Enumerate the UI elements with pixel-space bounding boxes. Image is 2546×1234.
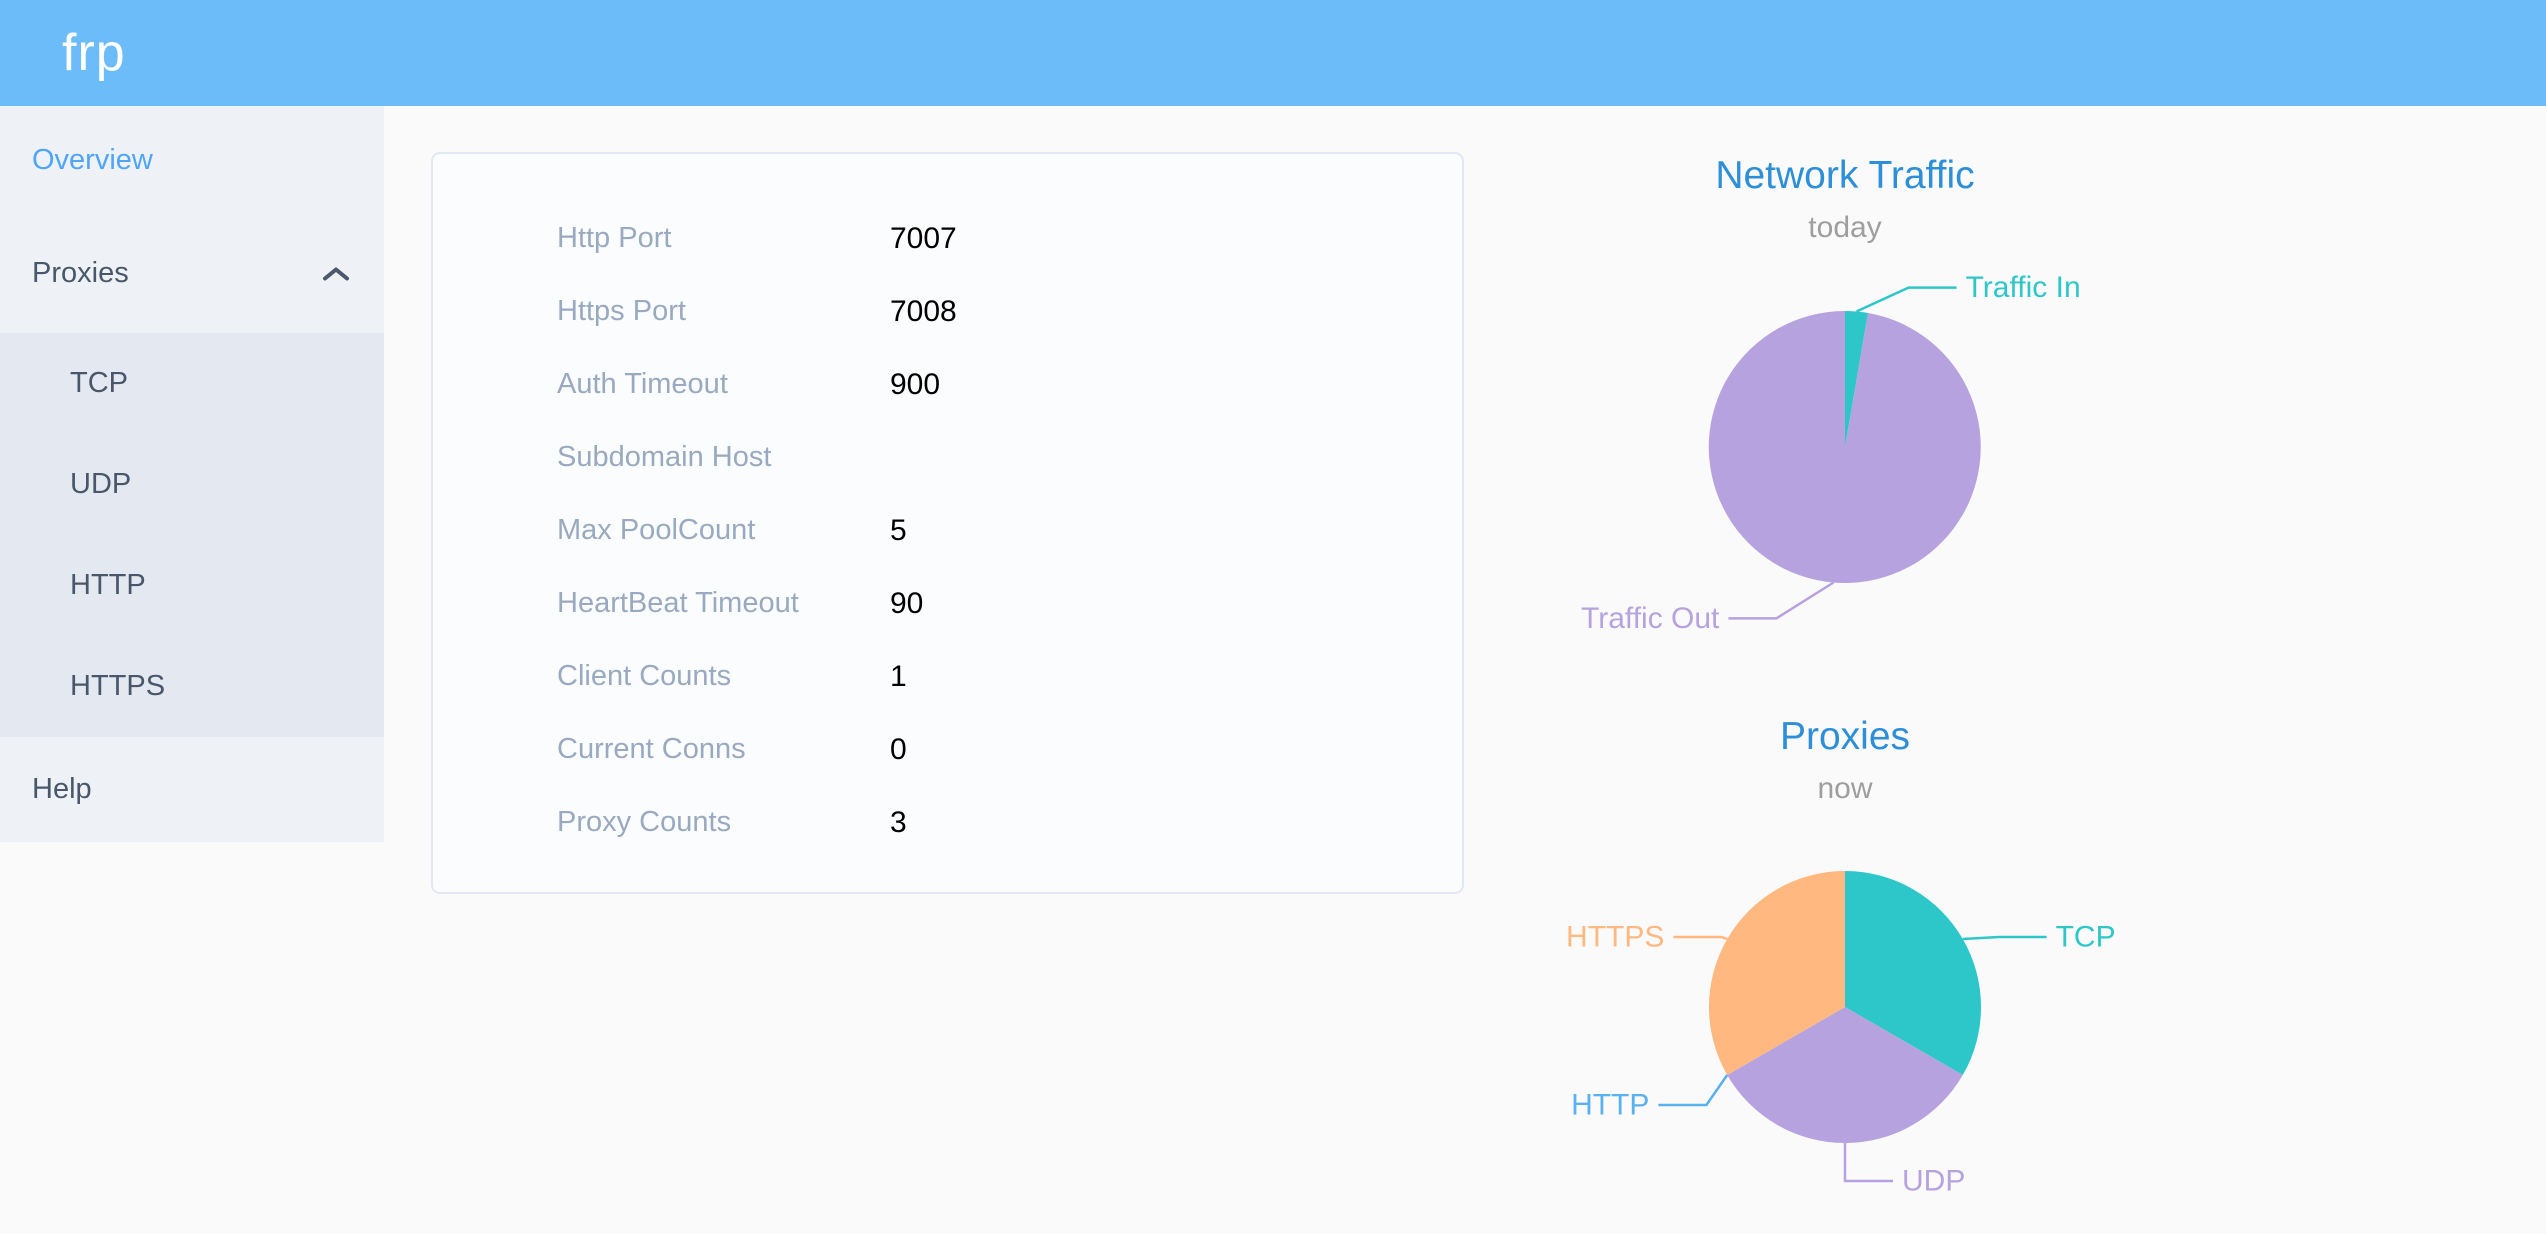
sidebar-item-proxies[interactable]: Proxies [0, 214, 384, 333]
config-label: Https Port [557, 295, 686, 327]
config-value: 90 [890, 586, 924, 620]
config-value: 5 [890, 513, 907, 547]
config-row: Http Port 7007 [433, 202, 1462, 275]
config-label: Max PoolCount [557, 514, 756, 546]
pie-slice-https[interactable] [1708, 871, 1845, 1075]
server-info-card: Http Port 7007 Https Port 7008 Auth Time… [431, 152, 1464, 894]
pie-label-line-traffic-in [1855, 286, 1957, 313]
config-row: Auth Timeout 900 [433, 348, 1462, 421]
pie-label-http: HTTP [1571, 1089, 1649, 1122]
sidebar-item-https[interactable]: HTTPS [0, 636, 384, 737]
chart-subtitle-proxies: now [1817, 772, 1873, 805]
config-row: Client Counts 1 [433, 640, 1462, 713]
chart-title-proxies: Proxies [1779, 715, 1911, 758]
config-value: 7007 [890, 221, 957, 255]
pie-label-tcp: TCP [2056, 921, 2116, 954]
config-label: Current Conns [557, 733, 746, 765]
config-label: Subdomain Host [557, 441, 772, 473]
config-value: 3 [890, 805, 907, 839]
pie-label-traffic-out: Traffic Out [1581, 602, 1720, 635]
config-row: Subdomain Host [433, 421, 1462, 494]
network-traffic-pie-chart: Traffic In Traffic Out [1581, 271, 2081, 635]
sidebar-item-label: TCP [70, 367, 128, 399]
config-label: HeartBeat Timeout [557, 587, 799, 619]
app-logo: frp [62, 24, 126, 82]
pie-label-udp: UDP [1902, 1165, 1965, 1198]
pie-label-line-https [1673, 935, 1728, 941]
pie-label-https: HTTPS [1566, 921, 1664, 954]
sidebar-menu: Overview Proxies TCP UDP HTTP HTTPS [0, 106, 384, 842]
chart-subtitle-network-traffic: today [1808, 211, 1882, 244]
sidebar-item-tcp[interactable]: TCP [0, 333, 384, 434]
config-label: Client Counts [557, 660, 732, 692]
config-value: 900 [890, 367, 941, 401]
sidebar-item-help[interactable]: Help [0, 737, 384, 842]
pie-slice-traffic-in[interactable] [1845, 311, 1868, 447]
sidebar-item-label: Proxies [32, 257, 129, 289]
sidebar-item-overview[interactable]: Overview [0, 106, 384, 214]
sidebar-submenu-proxies: TCP UDP HTTP HTTPS [0, 333, 384, 737]
sidebar: Overview Proxies TCP UDP HTTP HTTPS [0, 106, 384, 1234]
pie-label-traffic-in: Traffic In [1966, 271, 2081, 304]
pie-slice-udp[interactable] [1727, 1007, 1963, 1144]
sidebar-item-http[interactable]: HTTP [0, 535, 384, 636]
pie-label-line-traffic-out [1728, 581, 1835, 620]
pie-slice-traffic-out[interactable] [1708, 310, 1981, 583]
config-label: Proxy Counts [557, 806, 732, 838]
config-row: HeartBeat Timeout 90 [433, 567, 1462, 640]
config-value: 0 [890, 732, 907, 766]
sidebar-item-label: UDP [70, 468, 132, 500]
sidebar-item-label: HTTPS [70, 670, 166, 702]
pie-label-line-udp [1843, 1143, 1893, 1183]
sidebar-item-label: Help [32, 773, 92, 805]
pie-label-line-http [1658, 1074, 1729, 1107]
config-label: Http Port [557, 222, 672, 254]
chart-title-network-traffic: Network Traffic [1715, 154, 1975, 197]
sidebar-item-label: Overview [32, 143, 153, 176]
config-row: Current Conns 0 [433, 713, 1462, 786]
config-row: Proxy Counts 3 [433, 786, 1462, 859]
app-header: frp [0, 0, 2546, 106]
config-row: Max PoolCount 5 [433, 494, 1462, 567]
config-value: 7008 [890, 294, 957, 328]
sidebar-item-label: HTTP [70, 569, 146, 601]
chevron-up-icon [322, 266, 350, 282]
pie-slice-tcp[interactable] [1845, 871, 1982, 1075]
config-label: Auth Timeout [557, 368, 728, 400]
config-value: 1 [890, 659, 907, 693]
config-row: Https Port 7008 [433, 275, 1462, 348]
pie-label-line-tcp [1962, 935, 2047, 941]
proxies-pie-chart: TCP UDP HTTP HTTPS [1566, 871, 2116, 1198]
sidebar-item-udp[interactable]: UDP [0, 434, 384, 535]
